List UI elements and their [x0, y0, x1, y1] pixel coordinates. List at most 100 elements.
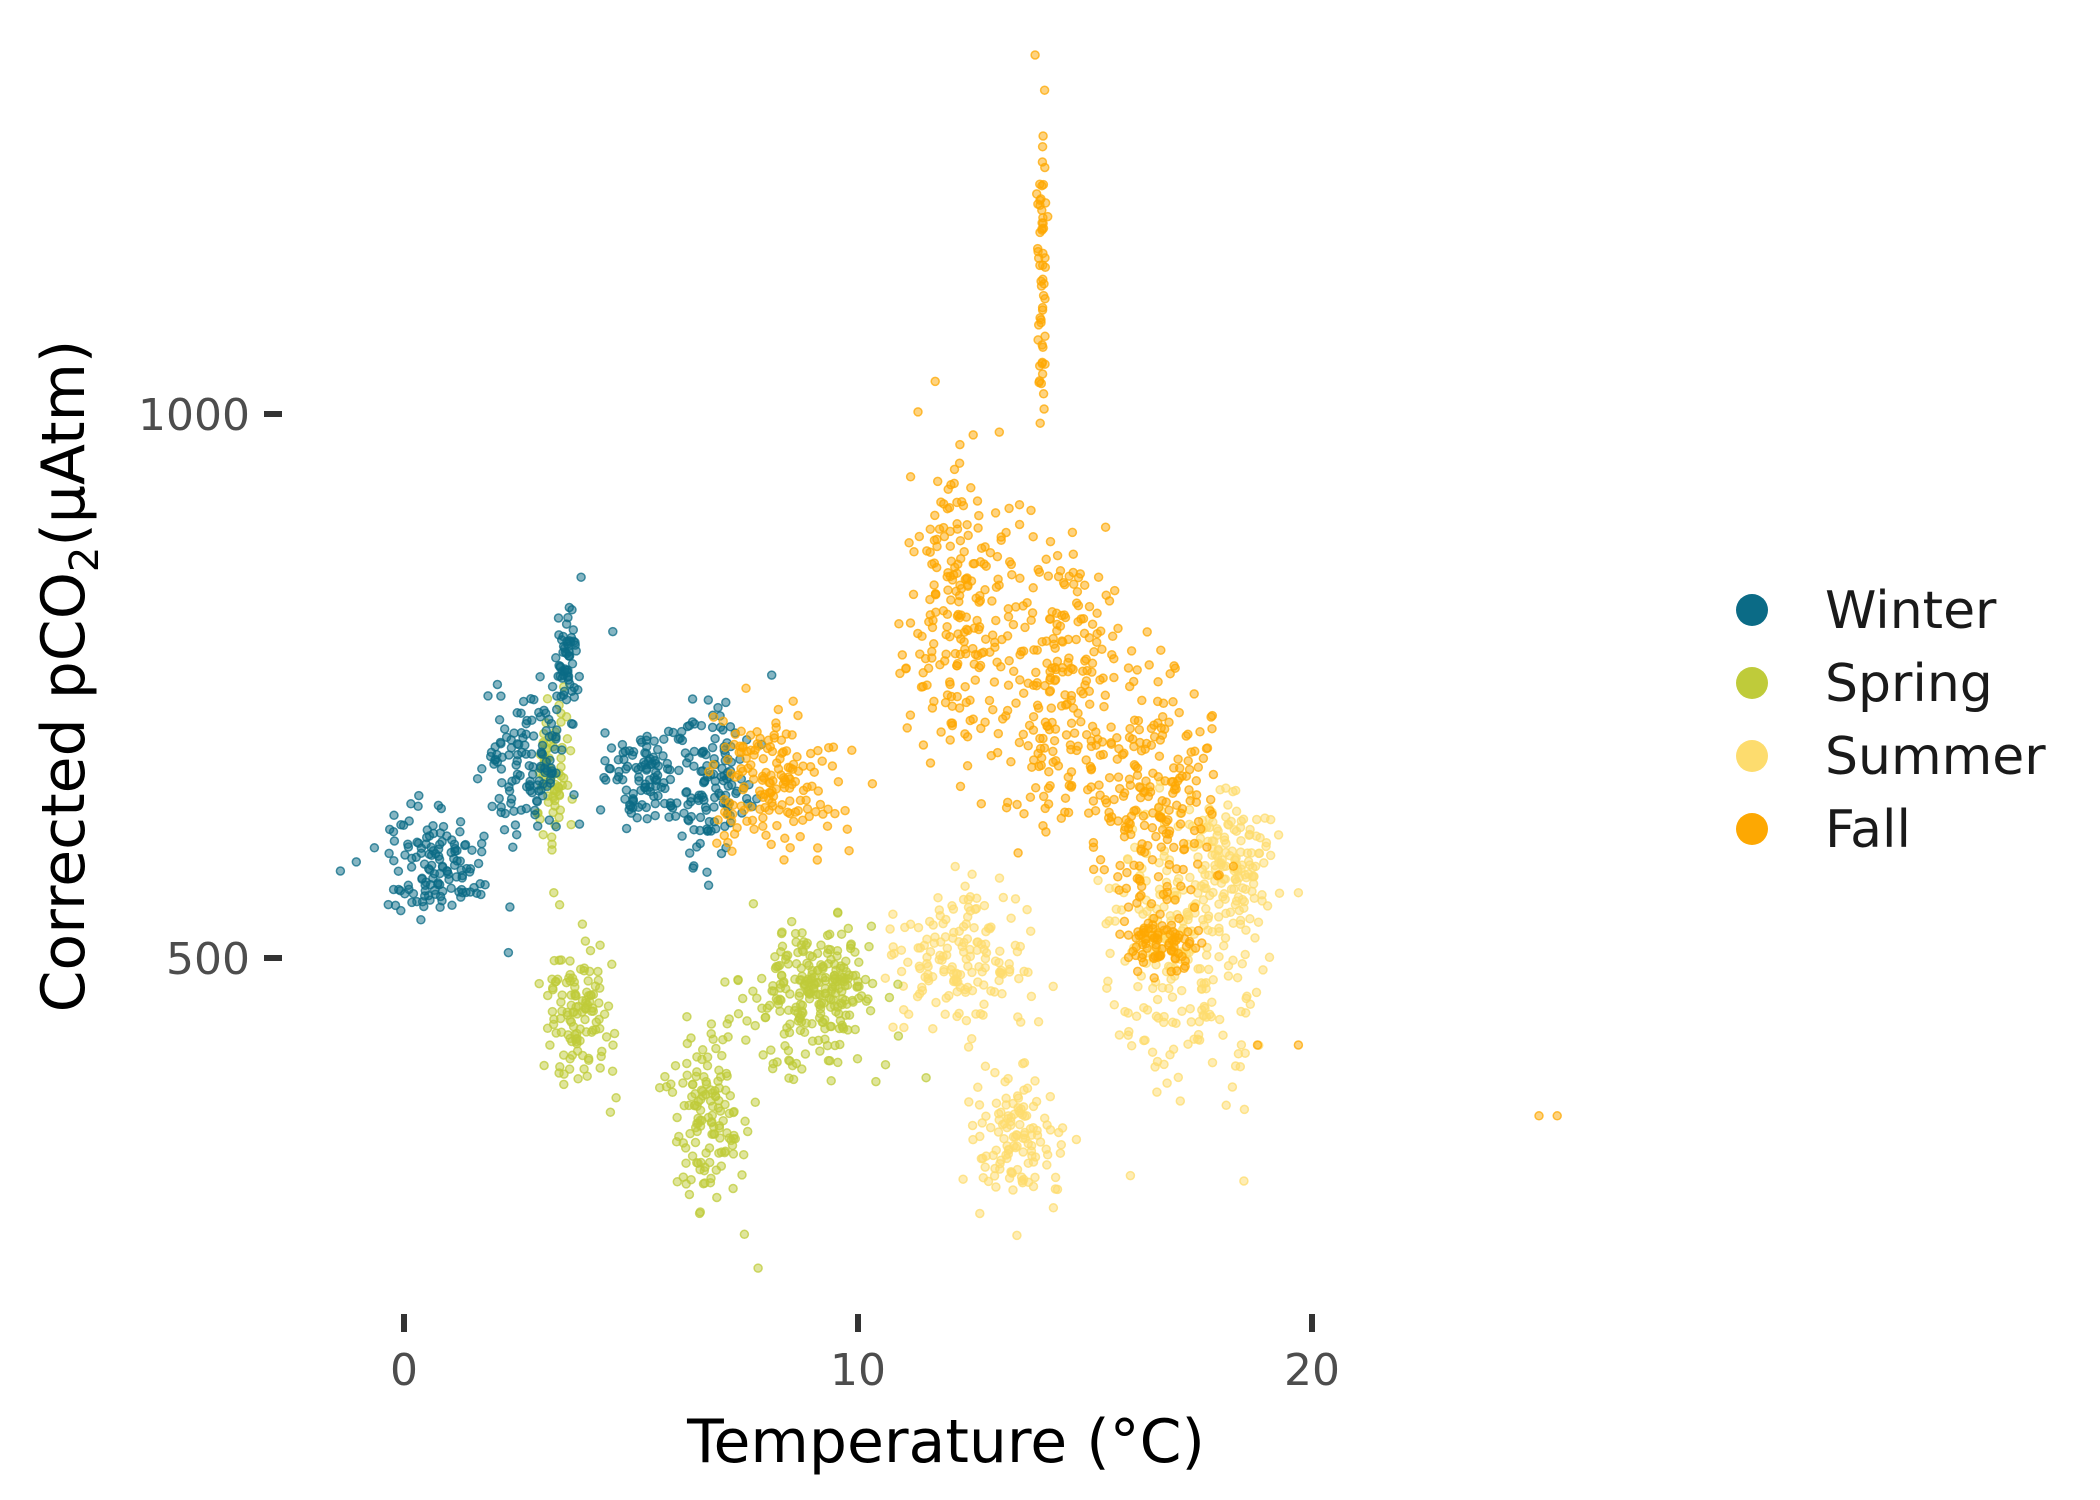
point-fall-138 [727, 846, 737, 857]
point-summer-617 [1257, 896, 1267, 906]
point-fall-115 [812, 855, 823, 865]
point-summer-206 [1015, 1119, 1025, 1130]
x-tick-label-20: 20 [1284, 1345, 1340, 1396]
point-fall-178 [976, 798, 987, 809]
point-spring-549 [774, 960, 785, 971]
point-fall-801 [1174, 707, 1184, 718]
point-spring-387 [756, 973, 767, 984]
point-winter-545 [335, 866, 346, 876]
point-summer-610 [1265, 814, 1276, 825]
point-fall-370 [963, 581, 973, 592]
point-fall-226 [929, 580, 939, 590]
point-spring-299 [697, 1086, 708, 1097]
point-fall-355 [932, 541, 942, 552]
point-fall-225 [972, 615, 982, 626]
point-summer-654 [1241, 872, 1252, 883]
point-fall-228 [955, 439, 965, 450]
x-tick-label-10: 10 [830, 1345, 886, 1396]
point-summer-289 [1042, 1120, 1052, 1130]
point-fall-3 [772, 820, 782, 831]
point-fall-811 [1146, 740, 1157, 750]
point-fall-453 [1113, 623, 1123, 634]
point-winter-173 [509, 806, 519, 816]
point-winter-237 [513, 739, 524, 750]
point-fall-181 [970, 675, 981, 685]
point-spring-504 [843, 1025, 853, 1035]
y-axis-title: Corrected pCO2(µAtm) [29, 340, 108, 1013]
point-spring-196 [608, 1040, 618, 1050]
point-fall-60 [742, 816, 752, 827]
point-summer-279 [1048, 1203, 1059, 1213]
point-winter-415 [628, 788, 639, 799]
point-spring-588 [808, 983, 819, 994]
point-fall-246 [965, 695, 975, 706]
point-fall-317 [952, 497, 962, 508]
point-fall-629 [1095, 790, 1105, 800]
point-summer-138 [994, 967, 1005, 977]
point-winter-294 [553, 613, 564, 623]
point-fall-124 [720, 742, 731, 753]
point-summer-394 [1165, 1050, 1175, 1060]
point-winter-533 [687, 694, 698, 704]
point-fall-349 [980, 585, 990, 595]
point-spring-127 [611, 1093, 621, 1103]
point-summer-626 [1195, 833, 1206, 844]
point-summer-611 [1265, 850, 1276, 861]
point-winter-158 [497, 777, 507, 788]
point-fall-813 [1177, 771, 1187, 781]
point-fall-665 [1125, 723, 1135, 734]
point-fall-898 [1138, 957, 1149, 968]
point-fall-650 [1014, 737, 1025, 748]
point-fall-948 [1534, 1111, 1544, 1121]
point-summer-280 [978, 1153, 988, 1164]
point-summer-344 [1223, 971, 1234, 981]
point-summer-82 [885, 924, 895, 934]
point-fall-129 [737, 742, 748, 753]
point-fall-103 [771, 718, 781, 728]
point-summer-315 [1185, 872, 1195, 883]
point-spring-437 [720, 977, 730, 987]
point-winter-244 [536, 747, 547, 757]
point-summer-555 [1238, 814, 1249, 824]
point-fall-637 [1048, 757, 1058, 767]
point-fall-121 [736, 726, 746, 737]
point-fall-838 [1132, 770, 1143, 781]
point-winter-195 [494, 793, 504, 804]
point-fall-337 [952, 568, 962, 579]
point-summer-149 [1022, 904, 1032, 915]
point-fall-375 [975, 595, 986, 606]
point-fall-163 [731, 772, 741, 782]
point-winter-178 [487, 801, 497, 812]
point-winter-280 [568, 625, 579, 635]
point-summer-283 [1023, 1158, 1034, 1168]
point-fall-559 [1026, 505, 1036, 516]
point-fall-647 [1066, 690, 1077, 701]
point-summer-532 [1220, 933, 1231, 943]
point-summer-447 [1176, 985, 1187, 996]
point-summer-508 [1230, 1061, 1241, 1071]
point-winter-76 [403, 880, 414, 891]
point-fall-437 [1034, 377, 1044, 388]
point-summer-530 [1200, 860, 1210, 871]
point-fall-334 [959, 636, 969, 647]
point-fall-940 [1180, 956, 1191, 966]
point-summer-646 [1249, 871, 1259, 882]
point-spring-456 [741, 1035, 751, 1045]
point-winter-478 [674, 765, 684, 776]
point-summer-216 [977, 1118, 987, 1128]
point-fall-451 [1068, 549, 1079, 559]
point-fall-333 [993, 574, 1003, 584]
point-spring-506 [784, 1055, 794, 1066]
point-fall-800 [1128, 676, 1139, 687]
point-fall-807 [1196, 824, 1206, 834]
point-spring-315 [712, 1192, 722, 1203]
point-fall-842 [1101, 798, 1112, 808]
point-fall-398 [1037, 369, 1048, 379]
point-winter-549 [608, 626, 618, 637]
point-spring-302 [678, 1138, 689, 1148]
point-spring-584 [820, 988, 830, 999]
point-winter-539 [696, 790, 707, 800]
point-fall-369 [963, 530, 973, 541]
point-fall-896 [1190, 943, 1201, 953]
point-fall-328 [936, 727, 946, 737]
